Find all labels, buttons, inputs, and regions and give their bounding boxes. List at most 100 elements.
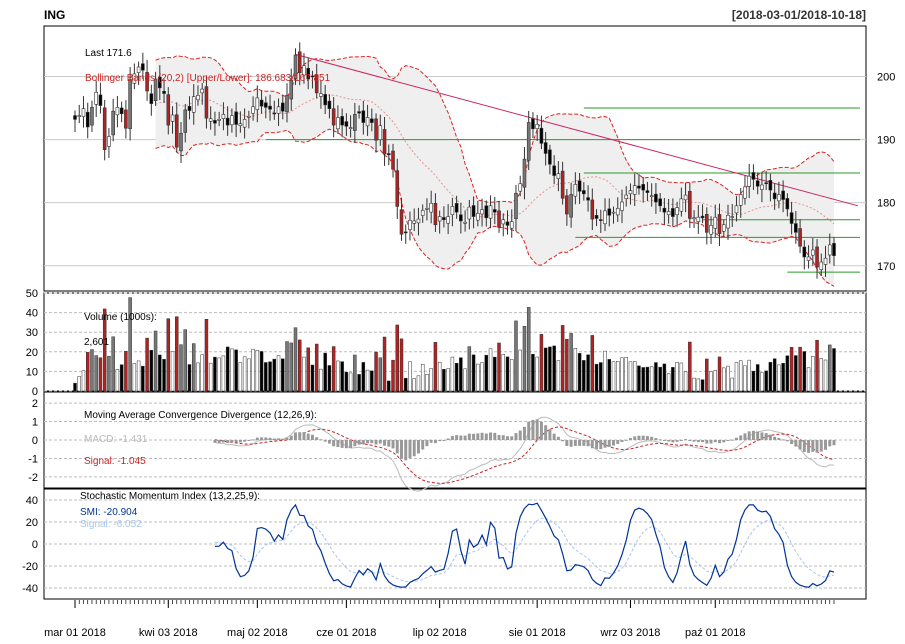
- candle-body: [382, 129, 387, 155]
- volume-bar: [624, 357, 628, 392]
- macd-histogram-bar: [603, 440, 607, 448]
- candle-body: [259, 99, 264, 107]
- macd-y-tick-label: -2: [28, 472, 38, 484]
- macd-histogram-bar: [595, 440, 599, 449]
- candle-body: [102, 107, 107, 150]
- volume-bar: [77, 376, 81, 392]
- bollinger-middle-line: [155, 94, 835, 225]
- volume-bar: [404, 377, 408, 392]
- volume-bar: [221, 355, 226, 392]
- volume-bar: [582, 360, 586, 392]
- macd-histogram-bar: [315, 437, 319, 440]
- candle-body: [111, 110, 115, 136]
- volume-bar: [183, 329, 187, 392]
- volume-bar: [208, 362, 213, 392]
- volume-bar: [586, 354, 590, 392]
- candle-body: [353, 114, 357, 131]
- macd-histogram-bar: [446, 438, 450, 440]
- macd-histogram-bar: [718, 440, 721, 444]
- candle-body: [662, 207, 667, 213]
- volume-bar: [281, 358, 285, 392]
- volume-bar: [391, 359, 395, 392]
- volume-bar: [107, 355, 111, 392]
- price-y-tick-label: 170: [877, 261, 895, 273]
- macd-histogram-bar: [327, 440, 331, 444]
- candle-body: [772, 192, 777, 200]
- price-last-label: Last 171.6: [85, 48, 132, 59]
- macd-histogram-bar: [671, 440, 675, 443]
- candle-body: [357, 111, 361, 114]
- volume-bar: [666, 373, 671, 392]
- macd-histogram-bar: [751, 430, 755, 440]
- candle-body: [671, 208, 675, 217]
- macd-histogram-bar: [705, 440, 709, 444]
- candle-body: [319, 93, 323, 97]
- volume-bar: [785, 355, 790, 392]
- macd-histogram-bar: [319, 439, 323, 441]
- volume-bar: [543, 347, 548, 392]
- volume-bar: [323, 352, 327, 392]
- macd-histogram-bar: [357, 440, 361, 445]
- candle-body: [90, 107, 94, 126]
- candle-body: [688, 191, 692, 219]
- volume-bar: [726, 365, 730, 392]
- macd-histogram-bar: [518, 430, 522, 440]
- macd-histogram-bar: [370, 440, 374, 444]
- macd-histogram-bar: [294, 432, 297, 440]
- volume-bar: [340, 361, 344, 392]
- volume-bar: [353, 354, 357, 392]
- candle-body: [522, 158, 527, 188]
- candle-body: [107, 136, 111, 147]
- volume-bar: [569, 333, 573, 392]
- candle-body: [408, 220, 412, 230]
- candle-body: [378, 125, 383, 141]
- volume-bar: [717, 356, 722, 392]
- macd-histogram-bar: [378, 440, 382, 444]
- macd-y-tick-label: -1: [28, 453, 38, 465]
- macd-histogram-bar: [353, 440, 357, 447]
- bollinger-upper-line: [155, 55, 835, 203]
- candle-body: [403, 231, 408, 234]
- volume-bar: [696, 378, 701, 392]
- candle-body: [272, 112, 277, 115]
- macd-histogram-bar: [709, 440, 713, 444]
- bollinger-label: Bollinger Bands (20,2) [Upper/Lower]: 18…: [85, 73, 331, 84]
- candle-body: [573, 184, 578, 197]
- macd-histogram-bar: [832, 440, 836, 446]
- volume-bar: [289, 342, 293, 392]
- volume-bar: [132, 363, 137, 392]
- volume-bar: [531, 353, 535, 392]
- volume-bar: [225, 346, 230, 392]
- candle-body: [586, 197, 590, 201]
- volume-bar: [200, 354, 204, 392]
- macd-histogram-bar: [552, 433, 556, 440]
- candle-body: [764, 182, 768, 185]
- x-tick-label: cze 01 2018: [316, 627, 376, 639]
- volume-bar: [781, 363, 785, 392]
- smi-signal-line: [214, 517, 835, 583]
- volume-bar: [85, 352, 90, 392]
- volume-bar: [395, 324, 399, 392]
- macd-histogram-bar: [747, 431, 751, 440]
- candle-body: [717, 214, 722, 234]
- candle-body: [340, 116, 344, 126]
- macd-histogram-bar: [506, 436, 509, 440]
- volume-bar: [662, 363, 667, 392]
- candle-body: [289, 79, 294, 100]
- macd-histogram-bar: [616, 440, 620, 444]
- volume-bar: [73, 382, 77, 392]
- smi-signal-label: Signal: -6.052: [80, 519, 142, 530]
- volume-bar: [548, 346, 552, 392]
- macd-histogram-bar: [637, 435, 641, 440]
- macd-histogram-bar: [633, 436, 637, 440]
- macd-histogram-bar: [807, 440, 811, 453]
- candle-body: [599, 219, 603, 221]
- macd-histogram-bar: [298, 432, 302, 440]
- candle-body: [344, 121, 349, 127]
- candle-body: [560, 170, 565, 199]
- candle-body: [467, 206, 472, 220]
- volume-bar: [319, 368, 323, 392]
- chart-title: ING: [44, 8, 65, 22]
- macd-histogram-bar: [696, 440, 700, 442]
